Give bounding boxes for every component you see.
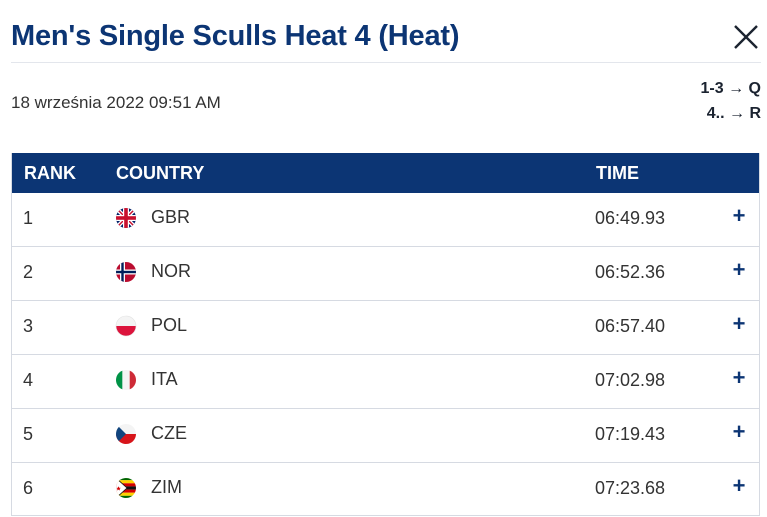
row-rank: 2 — [23, 262, 34, 282]
expand-row-button[interactable]: + — [732, 365, 746, 390]
row-country: GBR — [151, 207, 191, 227]
nor-flag-icon — [116, 262, 136, 282]
gbr-flag-icon — [116, 208, 136, 228]
qualification-legend: 1-3 → Q 4.. → R — [701, 76, 761, 126]
table-row: 3 POL 06:57.40 + — [12, 301, 759, 355]
race-datetime: 18 września 2022 09:51 AM — [11, 93, 221, 112]
pol-flag-icon — [115, 315, 137, 337]
zim-flag-icon — [116, 478, 136, 498]
row-country: CZE — [151, 423, 187, 443]
expand-row-button[interactable]: + — [732, 473, 746, 498]
row-rank: 3 — [23, 316, 34, 336]
expand-row-button[interactable]: + — [732, 257, 746, 282]
table-header: RANK COUNTRY TIME — [12, 153, 759, 193]
row-rank: 1 — [23, 208, 34, 228]
row-rank: 4 — [23, 370, 34, 390]
row-rank: 6 — [23, 478, 34, 498]
table-row: 1 GBR 06:49.93 + — [12, 193, 759, 247]
row-country: NOR — [151, 261, 191, 281]
row-time: 07:19.43 — [595, 424, 666, 444]
ita-flag-icon — [116, 370, 136, 390]
row-time: 07:23.68 — [595, 478, 666, 498]
table-row: 5 CZE 07:19.43 + — [12, 409, 759, 463]
table-row: 6 ZIM 07:23.68 + — [12, 463, 759, 516]
row-country: POL — [151, 315, 188, 335]
expand-row-button[interactable]: + — [732, 203, 746, 228]
row-time: 07:02.98 — [595, 370, 666, 390]
column-header-rank: RANK — [24, 163, 76, 183]
cze-flag-icon — [116, 424, 136, 444]
row-country: ITA — [151, 369, 178, 389]
row-time: 06:52.36 — [595, 262, 666, 282]
results-table: RANK COUNTRY TIME 1 GBR 06:49.93 + 2 — [11, 153, 760, 516]
modal-header: Men's Single Sculls Heat 4 (Heat) — [11, 18, 761, 63]
row-rank: 5 — [23, 424, 34, 444]
table-row: 4 ITA 07:02.98 + — [12, 355, 759, 409]
column-header-country: COUNTRY — [116, 163, 205, 183]
table-row: 2 NOR 06:52.36 + — [12, 247, 759, 301]
page-title: Men's Single Sculls Heat 4 (Heat) — [11, 20, 460, 52]
close-button[interactable] — [731, 22, 761, 52]
qualification-rule-q: 1-3 → Q — [700, 80, 761, 97]
close-icon — [734, 25, 758, 49]
row-country: ZIM — [151, 477, 182, 497]
expand-row-button[interactable]: + — [732, 311, 746, 336]
row-time: 06:57.40 — [595, 316, 666, 336]
column-header-time: TIME — [596, 163, 639, 183]
race-meta: 18 września 2022 09:51 AM 1-3 → Q 4.. → … — [11, 76, 761, 132]
qualification-rule-r: 4.. → R — [706, 105, 761, 122]
expand-row-button[interactable]: + — [732, 419, 746, 444]
row-time: 06:49.93 — [595, 208, 666, 228]
